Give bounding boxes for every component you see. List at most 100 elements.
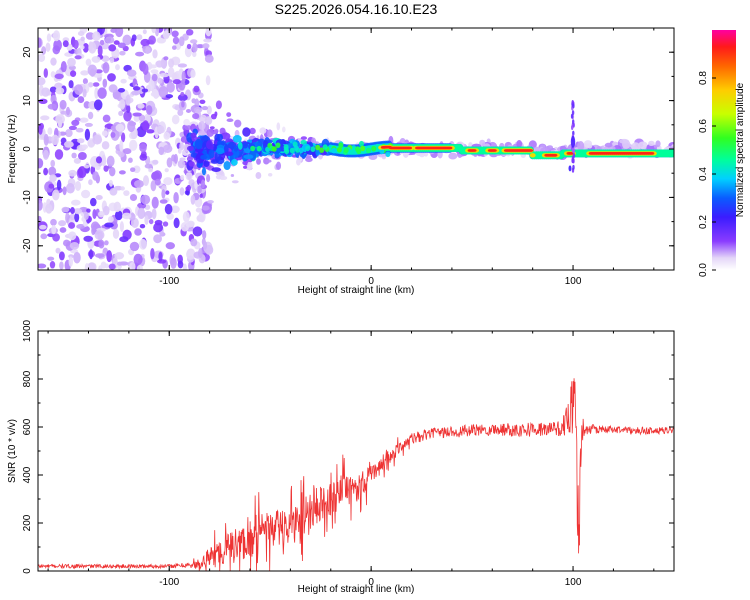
noise-blob xyxy=(186,248,196,260)
transition-blob xyxy=(237,141,243,150)
transient-blob xyxy=(571,147,575,153)
noise-blob xyxy=(201,205,210,211)
noise-blob xyxy=(125,94,131,106)
noise-blob xyxy=(95,156,103,164)
colorbar-ticks: 0.0 0.2 0.4 0.6 0.8 xyxy=(698,71,716,277)
carrier-blob xyxy=(385,151,391,158)
noise-blob xyxy=(114,252,125,260)
noise-blob xyxy=(47,127,53,135)
noise-blob xyxy=(116,261,123,266)
spectrogram-marks xyxy=(38,28,674,270)
noise-blob xyxy=(122,148,132,155)
carrier-peak xyxy=(568,152,574,155)
carrier-blob xyxy=(360,145,366,152)
noise-blob xyxy=(180,174,185,181)
noise-blob xyxy=(61,206,70,213)
noise-blob xyxy=(153,89,159,100)
noise-blob xyxy=(268,173,273,177)
noise-blob xyxy=(54,73,64,80)
colorbar-label: Normalized spectral amplitude xyxy=(735,82,746,217)
noise-blob xyxy=(76,223,86,230)
transition-blob xyxy=(206,140,213,150)
noise-blob xyxy=(85,32,95,40)
noise-blob xyxy=(127,120,136,133)
y-tick-label: 600 xyxy=(22,418,33,435)
noise-blob xyxy=(39,224,47,230)
carrier-blob xyxy=(343,147,349,153)
noise-blob xyxy=(170,205,180,214)
noise-blob xyxy=(71,199,81,206)
transition-blob xyxy=(190,132,197,139)
carrier-peak xyxy=(552,153,558,157)
noise-blob xyxy=(182,211,190,223)
noise-blob xyxy=(91,55,101,63)
x-tick-label: -100 xyxy=(159,577,179,588)
noise-blob xyxy=(68,231,77,241)
noise-blob xyxy=(131,34,137,42)
noise-blob xyxy=(163,56,169,61)
noise-blob xyxy=(98,239,105,249)
noise-blob xyxy=(68,256,74,267)
noise-blob xyxy=(104,36,115,44)
transient-blob xyxy=(572,103,575,109)
noise-blob xyxy=(119,99,126,110)
noise-blob xyxy=(49,174,57,182)
noise-blob xyxy=(129,139,138,151)
noise-blob xyxy=(152,49,158,59)
noise-blob xyxy=(50,218,57,226)
transient-blob xyxy=(570,135,576,148)
y-tick-label: 400 xyxy=(22,466,33,483)
carrier-blob xyxy=(336,147,342,153)
carrier-blob xyxy=(283,144,289,150)
noise-blob xyxy=(74,55,82,60)
noise-blob xyxy=(142,29,147,35)
noise-blob xyxy=(259,127,267,135)
noise-blob xyxy=(73,157,82,164)
noise-blob xyxy=(181,101,185,108)
noise-blob xyxy=(144,163,153,169)
noise-blob xyxy=(162,221,169,227)
noise-blob xyxy=(192,42,198,53)
transition-blob xyxy=(208,149,215,159)
noise-blob xyxy=(97,28,106,35)
noise-blob xyxy=(101,55,110,63)
carrier-peak xyxy=(649,152,655,155)
noise-blob xyxy=(86,208,91,213)
noise-blob xyxy=(58,220,67,227)
transition-blob xyxy=(315,148,320,156)
noise-blob xyxy=(60,61,67,73)
noise-blob xyxy=(83,212,89,220)
noise-blob xyxy=(94,87,99,99)
noise-blob xyxy=(102,61,110,74)
noise-blob xyxy=(68,222,76,229)
haze-blob xyxy=(638,141,648,150)
noise-blob xyxy=(179,187,185,196)
noise-blob xyxy=(166,157,173,168)
carrier-band xyxy=(670,149,674,158)
noise-blob xyxy=(132,112,142,117)
transition-blob xyxy=(210,159,219,164)
noise-blob xyxy=(41,46,47,55)
carrier-peak xyxy=(491,149,497,152)
noise-blob xyxy=(107,73,116,82)
noise-blob xyxy=(189,39,198,44)
noise-blob xyxy=(87,64,98,76)
noise-blob xyxy=(142,120,149,131)
haze-blob xyxy=(546,145,554,150)
noise-blob xyxy=(69,241,80,250)
noise-blob xyxy=(48,166,57,177)
noise-blob xyxy=(207,199,214,204)
noise-blob xyxy=(55,247,61,254)
haze-blob xyxy=(587,143,593,149)
transient-blob xyxy=(571,158,575,164)
noise-blob xyxy=(243,165,248,169)
haze-blob xyxy=(604,142,613,148)
noise-blob xyxy=(171,114,180,125)
y-tick-label: 0 xyxy=(22,568,33,574)
noise-blob xyxy=(133,165,141,174)
noise-blob xyxy=(193,85,200,93)
noise-blob xyxy=(38,263,47,269)
noise-blob xyxy=(122,34,132,46)
noise-blob xyxy=(177,63,188,68)
